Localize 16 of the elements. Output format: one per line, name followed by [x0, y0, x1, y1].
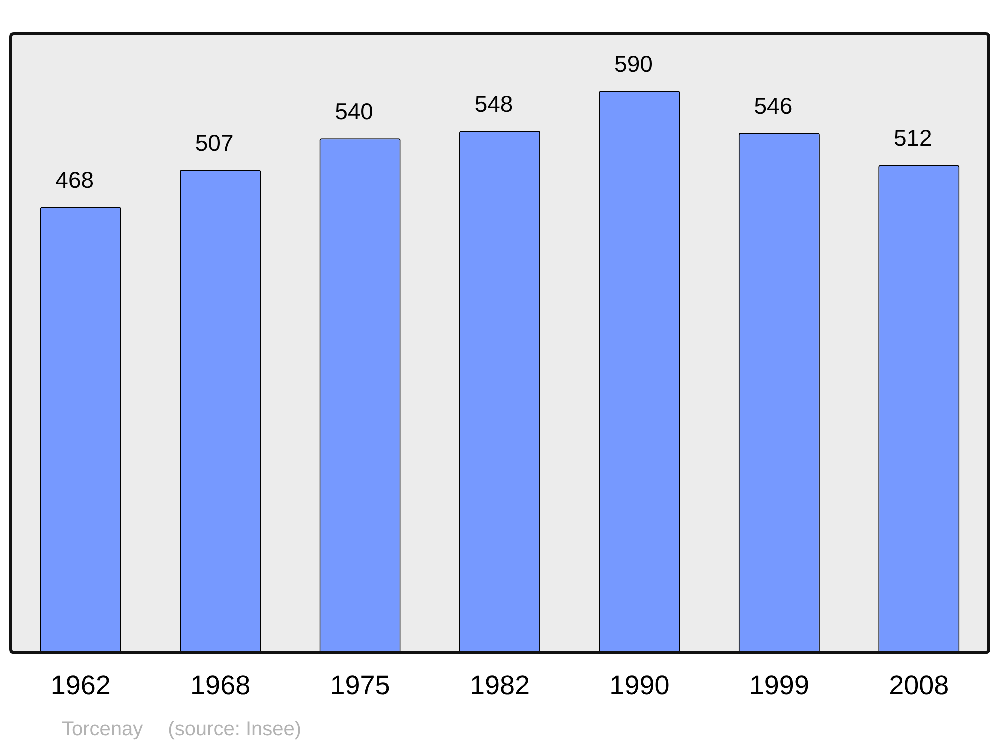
- data-label: 546: [754, 92, 793, 119]
- text: Torcenay: [62, 718, 144, 741]
- x-tick-label: 1962: [50, 670, 111, 700]
- data-label: 507: [195, 130, 234, 156]
- x-tick-label: 2008: [889, 670, 950, 700]
- x-tick-label: 1990: [610, 670, 670, 700]
- data-label: 540: [335, 98, 374, 125]
- x-tick-label: 1975: [330, 670, 390, 700]
- x-tick-label: 1968: [190, 670, 251, 700]
- text: (source: Insee): [168, 718, 302, 741]
- data-label: 512: [894, 125, 932, 152]
- data-label: 468: [56, 167, 94, 194]
- x-tick-label: 1982: [470, 670, 530, 700]
- x-tick-label: 1999: [749, 670, 810, 700]
- data-label: 548: [474, 90, 514, 117]
- data-label: 590: [614, 50, 653, 77]
